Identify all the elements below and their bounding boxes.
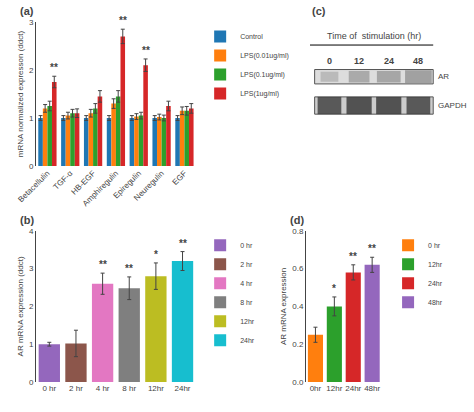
svg-text:8 hr: 8 hr bbox=[240, 299, 253, 306]
svg-text:(b): (b) bbox=[20, 214, 34, 226]
svg-text:12: 12 bbox=[354, 56, 364, 66]
svg-text:LPS(1ug/ml): LPS(1ug/ml) bbox=[240, 90, 279, 98]
svg-text:0.2: 0.2 bbox=[292, 340, 304, 349]
svg-text:**: ** bbox=[349, 251, 357, 262]
svg-text:LPS(0.01ug/ml): LPS(0.01ug/ml) bbox=[240, 52, 289, 60]
svg-text:3: 3 bbox=[29, 264, 34, 273]
svg-text:0.4: 0.4 bbox=[292, 302, 304, 311]
svg-text:0.8: 0.8 bbox=[292, 227, 304, 236]
svg-text:(d): (d) bbox=[290, 214, 304, 226]
svg-text:LPS(0.1ug/ml): LPS(0.1ug/ml) bbox=[240, 71, 285, 79]
svg-text:24hr: 24hr bbox=[345, 384, 361, 393]
svg-text:0 hr: 0 hr bbox=[240, 242, 253, 249]
svg-text:2: 2 bbox=[29, 66, 34, 75]
svg-text:24: 24 bbox=[384, 56, 394, 66]
svg-text:3: 3 bbox=[29, 18, 34, 27]
svg-text:GAPDH: GAPDH bbox=[438, 101, 467, 110]
svg-text:*: * bbox=[332, 283, 336, 294]
svg-text:AR: AR bbox=[438, 72, 449, 81]
svg-text:0: 0 bbox=[29, 162, 34, 171]
svg-text:**: ** bbox=[50, 62, 58, 73]
svg-text:12hr: 12hr bbox=[428, 261, 443, 268]
svg-text:**: ** bbox=[368, 243, 376, 254]
svg-text:**: ** bbox=[142, 45, 150, 56]
svg-text:12hr: 12hr bbox=[326, 384, 342, 393]
svg-text:Amphiregulin: Amphiregulin bbox=[81, 169, 120, 208]
svg-text:4: 4 bbox=[29, 227, 34, 236]
svg-text:8 hr: 8 hr bbox=[122, 384, 136, 393]
svg-text:4 hr: 4 hr bbox=[240, 280, 253, 287]
svg-text:*: * bbox=[154, 249, 158, 260]
svg-text:1: 1 bbox=[29, 340, 34, 349]
svg-text:12hr: 12hr bbox=[148, 384, 164, 393]
svg-text:(c): (c) bbox=[312, 5, 326, 17]
svg-text:EGF: EGF bbox=[171, 169, 189, 187]
svg-text:AR mRNA expression: AR mRNA expression bbox=[279, 268, 288, 345]
svg-text:0.6: 0.6 bbox=[292, 264, 304, 273]
svg-text:24hr: 24hr bbox=[428, 280, 443, 287]
svg-text:Time of stimulation (hr): Time of stimulation (hr) bbox=[327, 31, 421, 41]
svg-text:0: 0 bbox=[327, 56, 332, 66]
svg-text:(a): (a) bbox=[20, 5, 34, 17]
svg-text:48hr: 48hr bbox=[428, 299, 443, 306]
svg-text:**: ** bbox=[179, 238, 187, 249]
svg-text:Neuregulin: Neuregulin bbox=[132, 169, 166, 203]
svg-text:0 hr: 0 hr bbox=[428, 242, 441, 249]
svg-text:2: 2 bbox=[29, 302, 34, 311]
svg-text:1: 1 bbox=[29, 114, 34, 123]
svg-text:AR mRNA expression (ddct): AR mRNA expression (ddct) bbox=[16, 256, 25, 356]
svg-text:TGF-α: TGF-α bbox=[52, 169, 75, 192]
svg-text:4 hr: 4 hr bbox=[96, 384, 110, 393]
svg-text:Epiregulin: Epiregulin bbox=[111, 169, 143, 201]
svg-text:0.0: 0.0 bbox=[292, 378, 304, 387]
svg-text:24hr: 24hr bbox=[240, 337, 255, 344]
svg-text:0 hr: 0 hr bbox=[42, 384, 56, 393]
svg-text:48: 48 bbox=[413, 56, 423, 66]
svg-text:0hr: 0hr bbox=[310, 384, 322, 393]
svg-text:HB-EGF: HB-EGF bbox=[70, 169, 98, 197]
svg-text:**: ** bbox=[99, 259, 107, 270]
svg-text:0: 0 bbox=[29, 378, 34, 387]
svg-text:48hr: 48hr bbox=[364, 384, 380, 393]
svg-text:**: ** bbox=[125, 263, 133, 274]
svg-text:Betacellulin: Betacellulin bbox=[16, 169, 51, 204]
svg-text:2 hr: 2 hr bbox=[69, 384, 83, 393]
svg-text:Control: Control bbox=[240, 33, 263, 40]
svg-text:2 hr: 2 hr bbox=[240, 261, 253, 268]
svg-text:**: ** bbox=[119, 15, 127, 26]
svg-text:mRNA normalized expresson (ddc: mRNA normalized expresson (ddct) bbox=[16, 31, 25, 158]
svg-text:24hr: 24hr bbox=[175, 384, 191, 393]
svg-text:12hr: 12hr bbox=[240, 318, 255, 325]
